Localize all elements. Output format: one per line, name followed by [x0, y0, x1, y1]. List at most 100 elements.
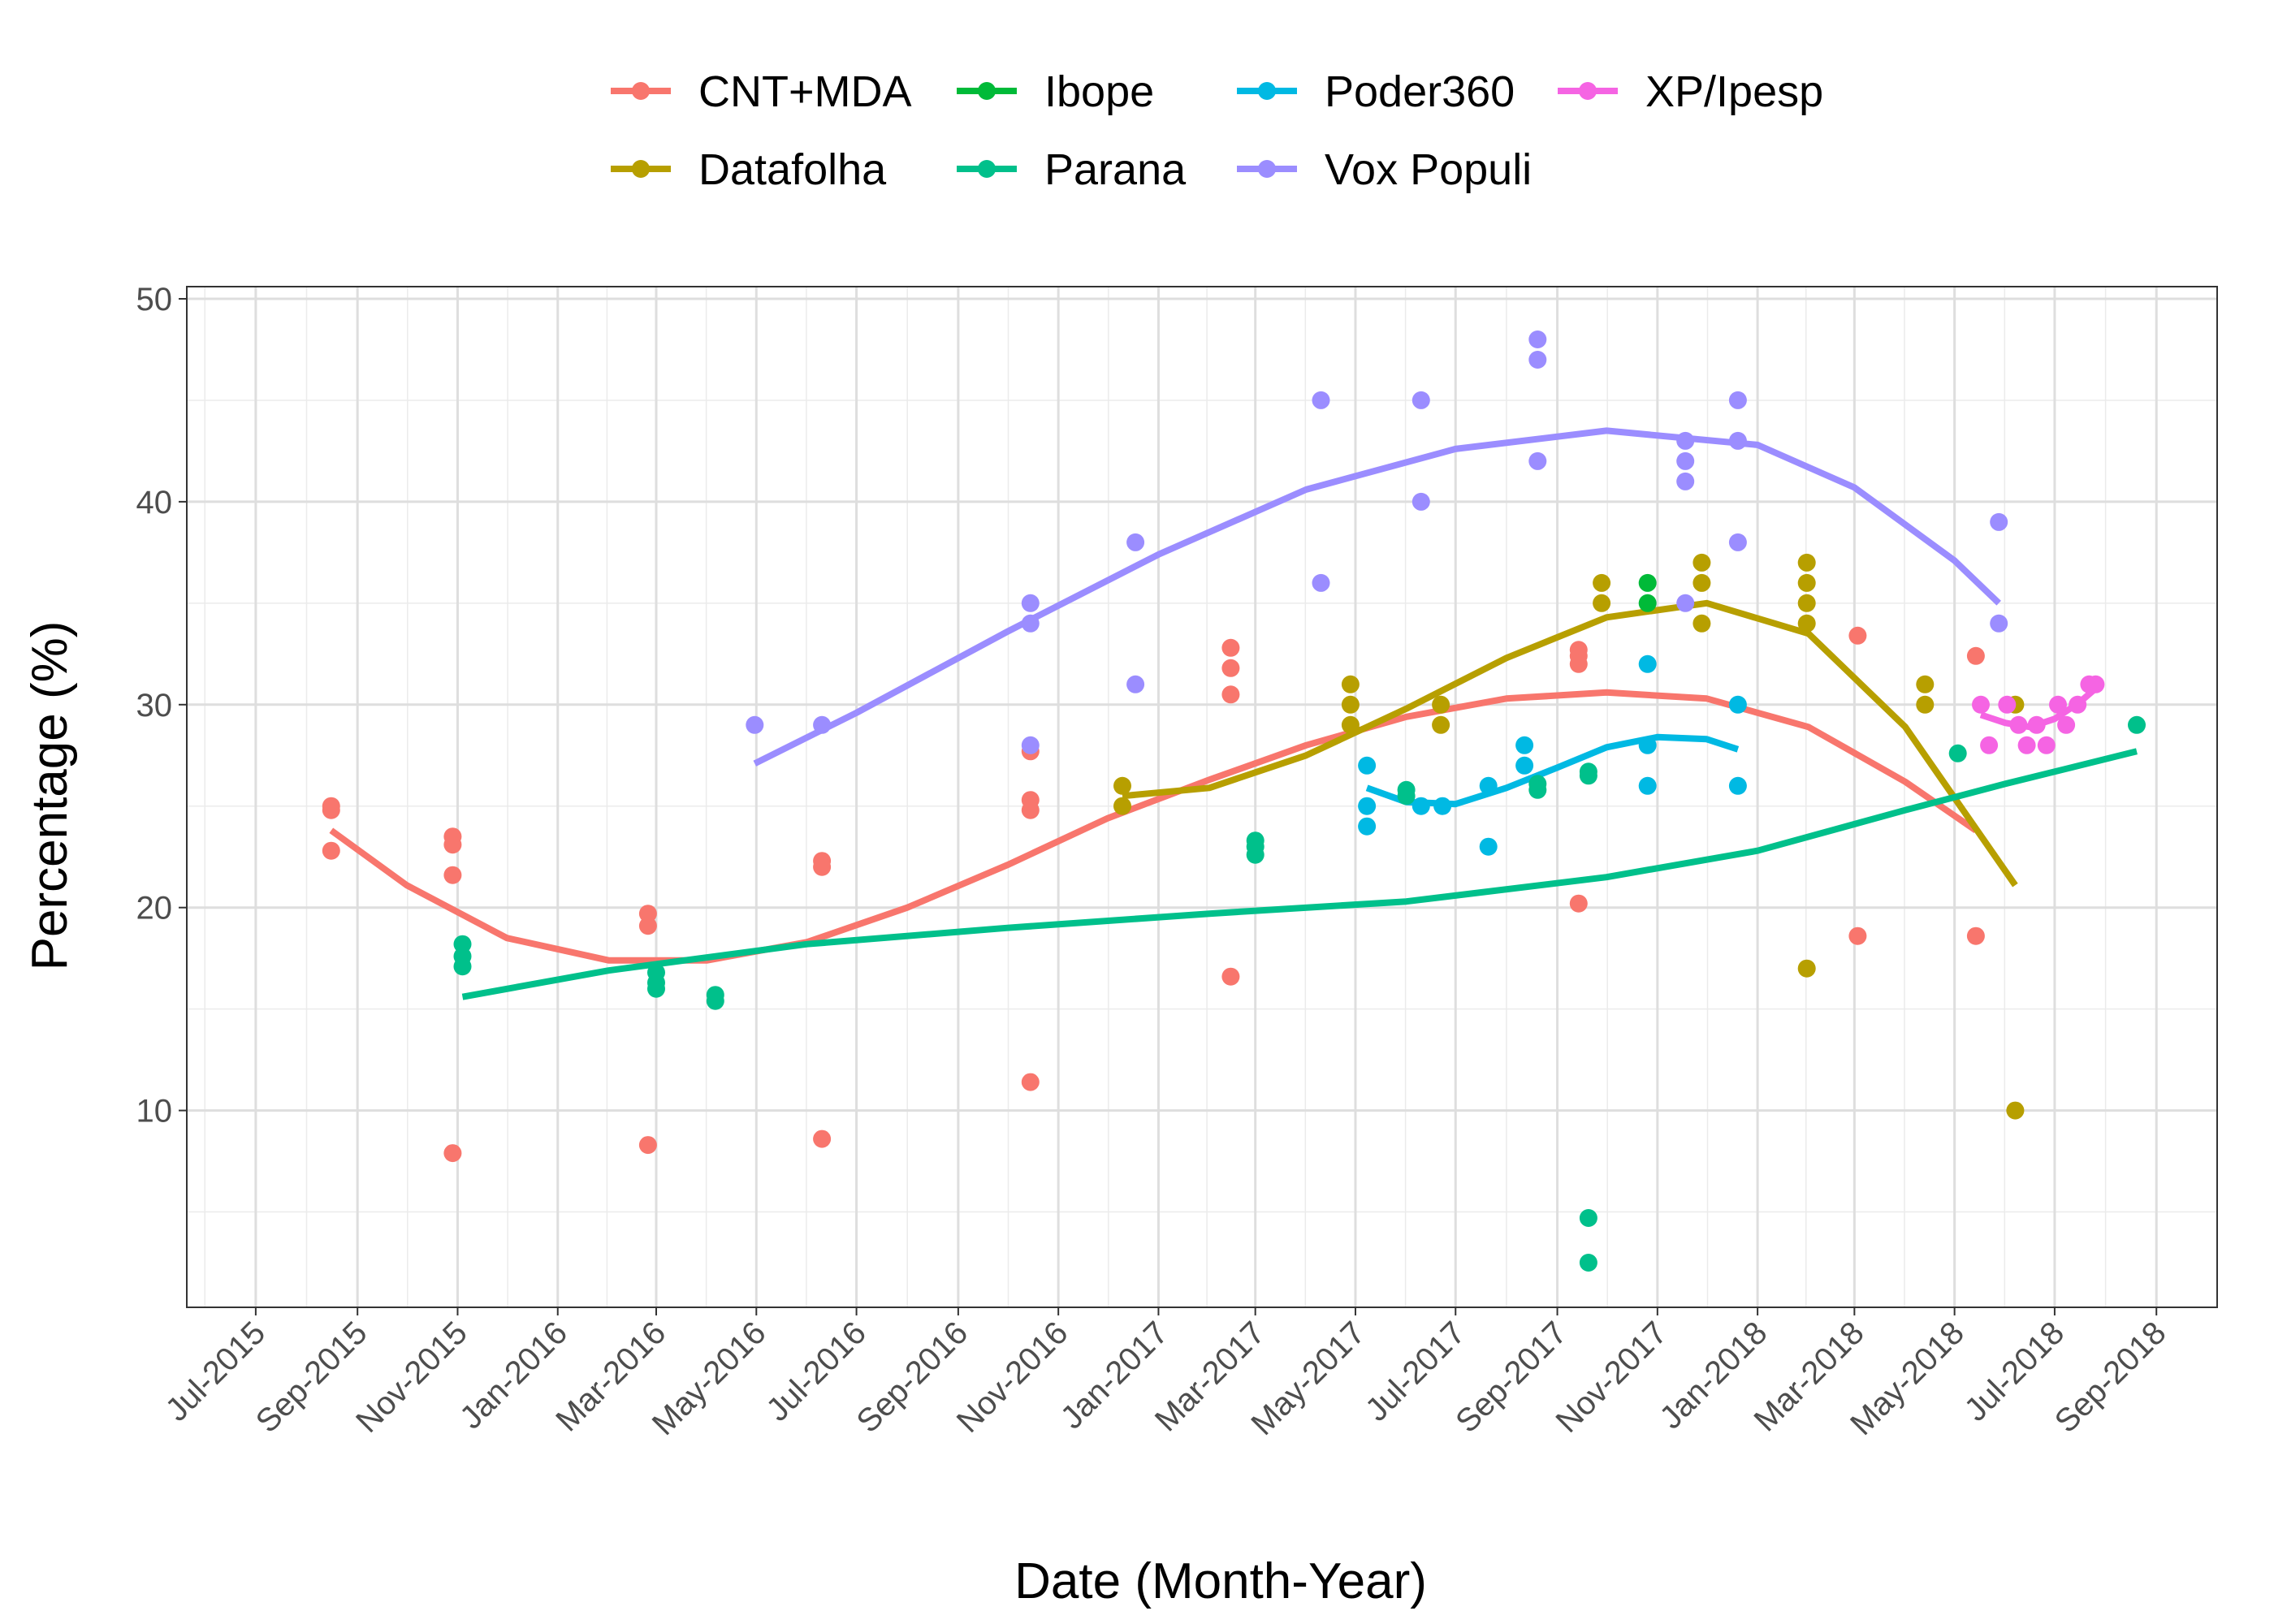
trend-line — [1122, 599, 2018, 888]
data-point — [2006, 1101, 2025, 1120]
legend-label: CNT+MDA — [698, 67, 912, 116]
data-point — [443, 1144, 462, 1163]
data-point — [1676, 451, 1695, 470]
data-point — [1221, 967, 1240, 986]
data-point — [1693, 614, 1711, 633]
data-point — [322, 801, 340, 819]
data-points — [322, 330, 2146, 1272]
x-axis-title: Date (Month-Year) — [1014, 1553, 1427, 1609]
x-axis: Jul-2015Sep-2015Nov-2015Jan-2016Mar-2016… — [159, 1307, 2173, 1442]
data-point — [1593, 573, 1611, 592]
legend-key-point — [1258, 160, 1276, 178]
data-point — [1126, 675, 1145, 693]
y-axis-title: Percentage (%) — [22, 621, 78, 971]
x-tick-label: Nov-2017 — [1549, 1315, 1674, 1440]
y-axis: 10 20 30 40 50 — [136, 282, 187, 1129]
data-point — [1021, 594, 1040, 612]
y-tick-label: 50 — [136, 282, 173, 317]
trend-line — [461, 748, 2138, 1000]
y-tick-label: 40 — [136, 485, 173, 520]
data-point — [1528, 351, 1547, 369]
data-point — [1341, 695, 1360, 714]
data-point — [1479, 837, 1498, 856]
data-point — [1638, 594, 1657, 612]
data-point — [1593, 594, 1611, 612]
plot-panel — [187, 287, 2217, 1307]
data-point — [2069, 695, 2087, 714]
data-point — [1341, 715, 1360, 734]
legend-label: Parana — [1044, 145, 1187, 194]
data-point — [2009, 715, 2028, 734]
data-point — [706, 991, 724, 1010]
data-point — [1848, 926, 1867, 945]
legend-label: Ibope — [1044, 67, 1154, 116]
data-point — [1638, 776, 1657, 795]
y-tick-label: 30 — [136, 688, 173, 723]
y-tick-label: 10 — [136, 1094, 173, 1129]
data-point — [1579, 767, 1597, 785]
data-point — [1528, 780, 1547, 799]
data-point — [1990, 512, 2008, 531]
data-point — [1113, 776, 1131, 795]
data-point — [1113, 797, 1131, 815]
data-point — [1432, 695, 1450, 714]
data-point — [1676, 472, 1695, 490]
data-point — [1021, 1073, 1040, 1091]
data-point — [1341, 675, 1360, 693]
legend-key-point — [978, 160, 996, 178]
data-point — [1569, 894, 1588, 913]
data-point — [1021, 801, 1040, 819]
data-point — [1848, 626, 1867, 645]
legend-label: XP/Ipesp — [1645, 67, 1823, 116]
data-point — [1638, 654, 1657, 673]
data-point — [746, 715, 764, 734]
data-point — [1728, 431, 1747, 450]
data-point — [2057, 715, 2076, 734]
data-point — [1312, 391, 1330, 409]
data-point — [322, 841, 340, 860]
data-point — [1990, 614, 2008, 633]
data-point — [453, 957, 472, 976]
data-point — [1433, 797, 1452, 815]
data-point — [1916, 675, 1935, 693]
data-point — [638, 917, 657, 935]
data-point — [1126, 533, 1145, 551]
data-point — [1412, 391, 1430, 409]
data-point — [1021, 736, 1040, 754]
data-point — [2027, 715, 2046, 734]
data-point — [1221, 638, 1240, 657]
data-point — [1728, 776, 1747, 795]
data-point — [1638, 573, 1657, 592]
plot-border — [186, 286, 2218, 1308]
data-point — [2086, 675, 2105, 693]
data-point — [1693, 553, 1711, 572]
data-point — [2128, 715, 2146, 734]
data-point — [813, 715, 832, 734]
data-point — [1246, 845, 1265, 864]
data-point — [443, 836, 462, 854]
data-point — [1579, 1209, 1597, 1227]
data-point — [1432, 715, 1450, 734]
data-point — [1693, 573, 1711, 592]
y-tick-label: 20 — [136, 891, 173, 926]
data-point — [1797, 573, 1816, 592]
data-point — [1916, 695, 1935, 714]
data-point — [1312, 573, 1330, 592]
legend-key-point — [1258, 82, 1276, 100]
data-point — [1797, 553, 1816, 572]
legend-label: Datafolha — [698, 145, 887, 194]
data-point — [1528, 330, 1547, 348]
data-point — [813, 857, 832, 876]
data-point — [1515, 736, 1534, 754]
legend-key-point — [1579, 82, 1597, 100]
data-point — [1797, 614, 1816, 633]
legend: CNT+MDA Ibope Poder360 XP/Ipesp Datafolha Par… — [611, 67, 1823, 194]
legend-label: Poder360 — [1325, 67, 1515, 116]
data-point — [2017, 736, 2036, 754]
data-point — [1728, 533, 1747, 551]
data-point — [1966, 926, 1985, 945]
data-point — [1676, 594, 1695, 612]
data-point — [1972, 695, 1990, 714]
data-point — [2037, 736, 2056, 754]
